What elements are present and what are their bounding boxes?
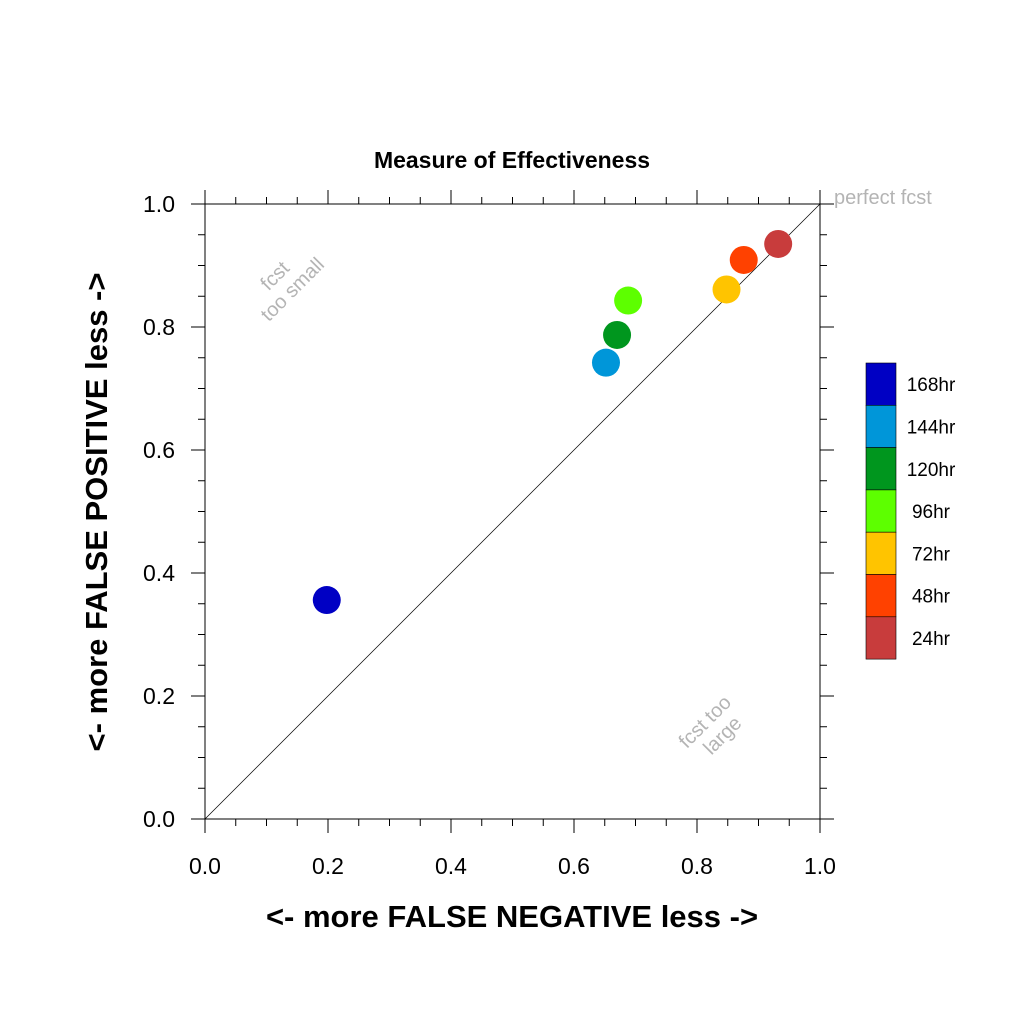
legend-swatch-120hr — [865, 447, 897, 491]
legend-label-168hr: 168hr — [907, 375, 956, 396]
chart-title: Measure of Effectiveness — [374, 147, 650, 173]
y-tick-label: 1.0 — [143, 191, 175, 217]
data-point-96hr — [614, 286, 643, 315]
y-axis-title: <- more FALSE POSITIVE less -> — [79, 273, 114, 752]
y-tick-label: 0.8 — [143, 314, 175, 340]
y-tick-label: 0.4 — [143, 560, 175, 586]
data-points — [312, 229, 793, 615]
legend-label-120hr: 120hr — [907, 460, 956, 481]
data-point-168hr — [312, 586, 341, 615]
too-large-note: fcst too large — [675, 688, 756, 769]
data-point-120hr — [603, 320, 632, 349]
perfect-forecast-note: perfect fcst — [834, 187, 932, 209]
legend-swatch-168hr — [865, 362, 897, 406]
data-point-72hr — [712, 275, 741, 304]
legend-label-48hr: 48hr — [912, 587, 951, 608]
legend-swatch-72hr — [865, 531, 897, 575]
x-axis-title: <- more FALSE NEGATIVE less -> — [266, 899, 758, 934]
reference-diagonal-line — [204, 203, 821, 820]
y-tick-label: 0.6 — [143, 437, 175, 463]
x-tick-label: 1.0 — [804, 853, 836, 879]
data-point-48hr — [729, 245, 758, 274]
legend-label-96hr: 96hr — [912, 502, 951, 523]
x-tick-label: 0.8 — [681, 853, 713, 879]
y-axis: 0.0 0.2 0.4 0.6 0.8 1.0 — [143, 191, 834, 832]
legend-swatch-24hr — [865, 616, 897, 660]
legend-label-144hr: 144hr — [907, 417, 956, 438]
legend-swatch-96hr — [865, 489, 897, 533]
data-point-24hr — [764, 229, 793, 258]
too-small-note: fcst too small — [241, 238, 329, 326]
y-tick-label: 0.0 — [143, 806, 175, 832]
x-axis: 0.0 0.2 0.4 0.6 0.8 1.0 — [189, 190, 836, 879]
legend: 168hr 144hr 120hr 96hr 72hr 48hr 24hr — [865, 362, 956, 660]
x-tick-label: 0.4 — [435, 853, 467, 879]
data-point-144hr — [591, 348, 620, 377]
y-tick-label: 0.2 — [143, 683, 175, 709]
legend-swatch-144hr — [865, 404, 897, 448]
x-tick-label: 0.6 — [558, 853, 590, 879]
legend-label-72hr: 72hr — [912, 544, 951, 565]
x-tick-label: 0.2 — [312, 853, 344, 879]
x-tick-label: 0.0 — [189, 853, 221, 879]
legend-swatch-48hr — [865, 574, 897, 618]
legend-label-24hr: 24hr — [912, 629, 951, 650]
